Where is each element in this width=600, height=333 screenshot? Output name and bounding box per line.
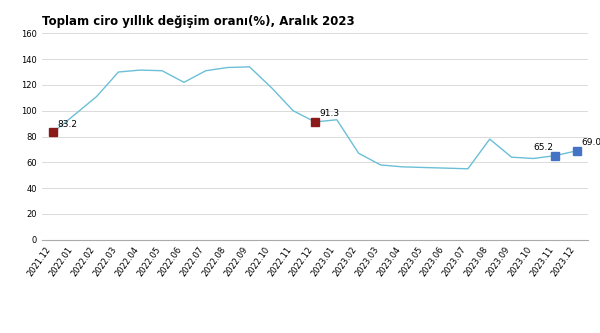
Text: 91.3: 91.3 bbox=[319, 109, 340, 118]
Text: 65.2: 65.2 bbox=[533, 143, 553, 152]
Text: 69.0: 69.0 bbox=[581, 138, 600, 147]
Text: Toplam ciro yıllık değişim oranı(%), Aralık 2023: Toplam ciro yıllık değişim oranı(%), Ara… bbox=[42, 15, 355, 28]
Text: 83.2: 83.2 bbox=[57, 120, 77, 129]
